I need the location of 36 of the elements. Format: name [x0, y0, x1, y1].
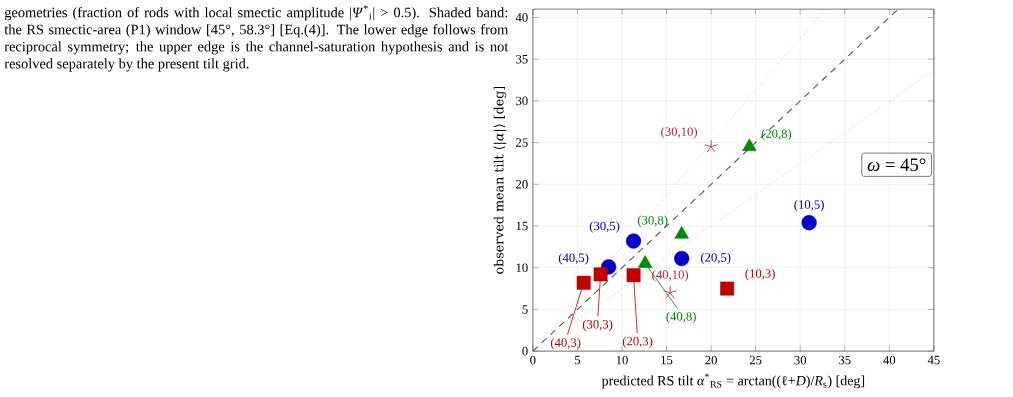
x-tick-label: 20 — [705, 355, 717, 365]
annotation: (20,3) — [622, 336, 653, 348]
annotation: (10,3) — [745, 268, 775, 281]
annotation: (20,5) — [700, 252, 731, 265]
x-tick-label: 10 — [616, 355, 628, 365]
x-tick-label: 0 — [530, 355, 536, 365]
annotation: (30,5) — [589, 221, 620, 233]
text: predicted RS tilt α$^{*}$$_{RS}$ = arctan((ℓ+D)/R$_{s}$) [deg] — [601, 373, 865, 389]
annotation: (40,5) — [558, 253, 589, 265]
y-tick-label: 35 — [516, 54, 528, 64]
annotation: (30,10) — [661, 127, 698, 139]
x-tick-label: 5 — [575, 355, 581, 365]
x-tick-label: 15 — [661, 355, 673, 365]
annotation: (40,10) — [652, 270, 689, 282]
y-tick-label: 5 — [522, 305, 528, 314]
y-tick-label: 25 — [516, 138, 528, 147]
y-tick-label: 20 — [516, 180, 528, 189]
annotation: (30,8) — [637, 215, 668, 228]
annotation: (20,8) — [761, 129, 792, 141]
y-axis-title: observed mean tilt ⟨|α|⟩ [deg] — [493, 86, 507, 274]
y-tick-label: 10 — [516, 263, 528, 272]
x-tick-label: 45 — [927, 355, 940, 365]
y-tick-label: 30 — [516, 96, 528, 106]
annotation: (40,8) — [666, 311, 696, 324]
x-tick-label: 40 — [883, 355, 896, 365]
y-tick-label: 0 — [522, 346, 528, 356]
y-tick-label: 40 — [515, 13, 528, 22]
x-tick-label: 30 — [794, 355, 807, 365]
x-tick-label: 35 — [839, 355, 851, 365]
annotation: ω = 45° — [867, 158, 926, 172]
y-tick-label: 15 — [516, 221, 528, 231]
annotation: (30,3) — [582, 319, 613, 332]
text: geometries (fraction of rods with local smectic amplitude |Ψ$^{*}$$_{i}$| > 0.5). Shaded band: the RS smectic-area (P1) window [45°, 58.3°] [Eq.(4)]. The lower edge follows from reciprocal symmetry; the upper edge is the channel-saturation hypothesis and is not resolved separately by the present tilt grid. — [4, 5, 509, 72]
x-tick-label: 25 — [749, 355, 762, 365]
annotation: (40,3) — [550, 337, 581, 350]
annotation: (10,5) — [794, 199, 824, 212]
